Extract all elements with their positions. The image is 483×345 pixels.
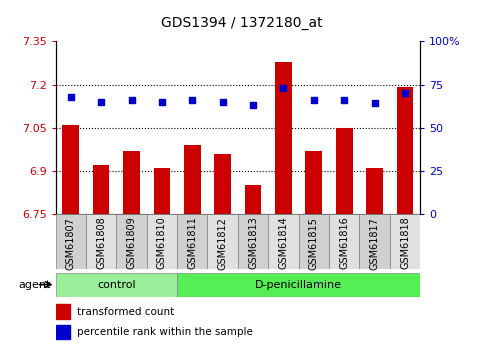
Bar <box>390 214 420 269</box>
Bar <box>86 214 116 269</box>
Bar <box>123 151 140 214</box>
Text: GSM61810: GSM61810 <box>157 217 167 269</box>
Bar <box>56 304 70 319</box>
Text: GSM61807: GSM61807 <box>66 217 76 269</box>
Bar <box>93 165 110 214</box>
Bar <box>154 168 170 214</box>
Bar <box>238 214 268 269</box>
Bar <box>116 214 147 269</box>
Bar <box>268 214 298 269</box>
Bar <box>329 214 359 269</box>
Text: GSM61814: GSM61814 <box>279 217 288 269</box>
Bar <box>397 87 413 214</box>
Text: control: control <box>97 280 136 289</box>
Point <box>128 97 135 103</box>
Bar <box>336 128 353 214</box>
Point <box>280 85 287 91</box>
Text: GSM61809: GSM61809 <box>127 217 137 269</box>
Point <box>341 97 348 103</box>
Bar <box>208 214 238 269</box>
Point <box>158 99 166 105</box>
Text: GSM61817: GSM61817 <box>369 217 380 269</box>
Text: GSM61811: GSM61811 <box>187 217 197 269</box>
Bar <box>56 273 177 297</box>
Point <box>371 101 379 106</box>
Text: GSM61815: GSM61815 <box>309 217 319 269</box>
Bar <box>147 214 177 269</box>
Bar <box>184 145 200 214</box>
Bar <box>62 125 79 214</box>
Text: GSM61813: GSM61813 <box>248 217 258 269</box>
Bar <box>275 61 292 214</box>
Point <box>188 97 196 103</box>
Text: GDS1394 / 1372180_at: GDS1394 / 1372180_at <box>161 16 322 30</box>
Point <box>67 94 74 99</box>
Text: GSM61816: GSM61816 <box>339 217 349 269</box>
Text: percentile rank within the sample: percentile rank within the sample <box>77 327 253 337</box>
Point <box>310 97 318 103</box>
Text: D-penicillamine: D-penicillamine <box>255 280 342 289</box>
Bar <box>359 214 390 269</box>
Bar <box>245 185 261 214</box>
Text: GSM61808: GSM61808 <box>96 217 106 269</box>
Bar <box>56 325 70 339</box>
Text: agent: agent <box>18 280 51 289</box>
Bar <box>214 154 231 214</box>
Bar <box>366 168 383 214</box>
Point <box>219 99 227 105</box>
Point <box>249 102 257 108</box>
Text: transformed count: transformed count <box>77 307 175 317</box>
Point <box>97 99 105 105</box>
Bar <box>305 151 322 214</box>
Text: GSM61818: GSM61818 <box>400 217 410 269</box>
Point <box>401 90 409 96</box>
Bar <box>177 214 208 269</box>
Text: GSM61812: GSM61812 <box>218 217 227 269</box>
Bar <box>56 214 86 269</box>
Bar <box>177 273 420 297</box>
Bar <box>298 214 329 269</box>
